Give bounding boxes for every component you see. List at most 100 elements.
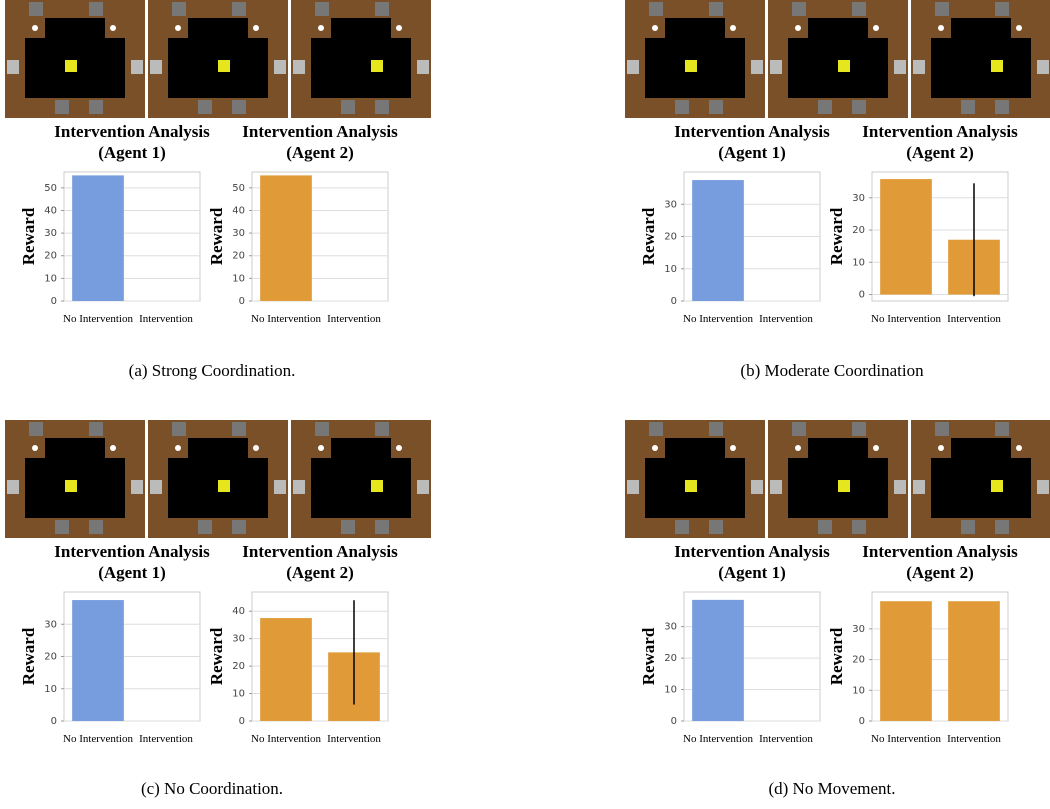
x-tick-label: No Intervention [251,313,321,325]
y-tick-label: 30 [232,634,245,645]
game-tile [341,100,355,114]
game-pot [293,60,305,74]
chart-title: Intervention Analysis (Agent 2) [862,542,1018,582]
x-tick-label: Intervention [759,733,813,745]
y-tick-label: 20 [232,661,245,672]
game-tile [198,100,212,114]
game-agent [371,480,383,492]
game-light [938,445,944,451]
game-light [253,445,259,451]
x-tick-label: No Intervention [683,313,753,325]
bar [260,175,312,301]
game-light [938,25,944,31]
game-tile [232,100,246,114]
game-pot [770,480,782,494]
x-tick-label: No Intervention [683,733,753,745]
chart-title: Intervention Analysis (Agent 2) [242,122,398,162]
game-light [652,445,658,451]
game-floor [188,438,248,460]
game-agent [218,60,230,72]
game-pot [1037,480,1049,494]
game-floor [931,38,1031,98]
caption: (d) No Movement. [768,779,895,798]
game-pot [1037,60,1049,74]
bar [692,180,744,301]
x-tick-label: Intervention [327,733,381,745]
y-tick-label: 10 [664,264,677,275]
y-tick-label: 30 [852,193,865,204]
x-tick-label: No Intervention [871,733,941,745]
game-tile [649,422,663,436]
game-light [32,445,38,451]
game-floor [331,438,391,460]
game-pot [751,480,763,494]
game-pot [7,480,19,494]
game-pot [293,480,305,494]
chart-title: Intervention Analysis (Agent 1) [674,122,830,162]
game-floor [331,18,391,40]
game-light [396,445,402,451]
game-light [318,25,324,31]
x-tick-label: No Intervention [63,313,133,325]
game-tile [852,100,866,114]
game-light [318,445,324,451]
game-agent [65,480,77,492]
game-light [1016,25,1022,31]
game-agent [65,60,77,72]
game-tile [709,520,723,534]
x-tick-label: Intervention [139,733,193,745]
game-floor [931,458,1031,518]
game-agent [685,60,697,72]
game-tile [649,2,663,16]
game-floor [665,18,725,40]
y-axis-label: Reward [639,207,658,265]
y-tick-label: 0 [239,716,245,727]
game-tile [852,2,866,16]
game-tile [172,2,186,16]
y-tick-label: 40 [232,606,245,617]
game-tile [709,100,723,114]
y-tick-label: 0 [671,716,677,727]
game-pot [627,480,639,494]
game-tile [341,520,355,534]
y-axis-label: Reward [19,207,38,265]
x-tick-label: Intervention [947,313,1001,325]
y-tick-label: 0 [51,296,57,307]
game-light [730,445,736,451]
game-pot [894,480,906,494]
game-tile [89,422,103,436]
game-floor [45,18,105,40]
y-tick-label: 0 [239,296,245,307]
game-light [1016,445,1022,451]
y-tick-label: 20 [852,225,865,236]
game-tile [852,422,866,436]
game-floor [665,438,725,460]
game-light [873,445,879,451]
game-light [795,445,801,451]
chart-title: Intervention Analysis (Agent 2) [242,542,398,582]
y-tick-label: 30 [664,622,677,633]
game-tile [172,422,186,436]
bar [72,175,124,301]
y-tick-label: 10 [664,685,677,696]
game-tile [935,422,949,436]
y-axis-label: Reward [207,627,226,685]
game-tile [935,2,949,16]
game-tile [89,2,103,16]
y-tick-label: 20 [664,653,677,664]
game-tile [375,100,389,114]
game-tile [995,422,1009,436]
y-axis-label: Reward [19,627,38,685]
y-tick-label: 30 [44,619,57,630]
chart-title: Intervention Analysis (Agent 1) [674,542,830,582]
game-agent [685,480,697,492]
x-tick-label: Intervention [947,733,1001,745]
y-axis-label: Reward [207,207,226,265]
y-tick-label: 0 [859,716,865,727]
chart-title: Intervention Analysis (Agent 1) [54,122,210,162]
game-agent [991,480,1003,492]
game-tile [792,422,806,436]
game-tile [995,2,1009,16]
game-tile [961,520,975,534]
